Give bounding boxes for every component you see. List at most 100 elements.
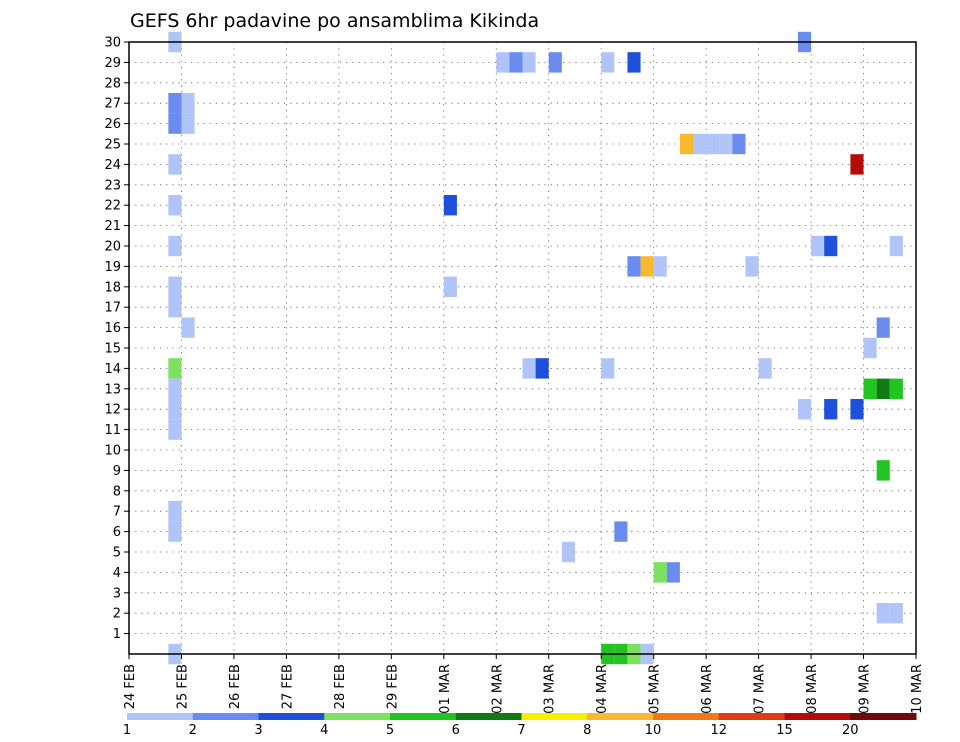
precip-cell	[535, 358, 549, 379]
x-tick-label: 05 MAR	[648, 664, 663, 714]
precip-cell	[627, 256, 641, 277]
y-tick-label: 19	[104, 260, 121, 275]
x-tick-label: 10 MAR	[910, 664, 925, 714]
y-tick-label: 20	[104, 240, 121, 255]
x-tick-label: 03 MAR	[543, 664, 558, 714]
precip-cell	[168, 276, 182, 297]
precip-cell	[876, 317, 890, 338]
colorbar-swatch	[390, 713, 457, 720]
y-tick-label: 7	[113, 505, 121, 520]
y-tick-label: 14	[104, 362, 121, 377]
precip-cell	[509, 52, 523, 73]
y-tick-label: 8	[113, 484, 121, 499]
x-tick-label: 27 FEB	[280, 664, 295, 709]
colorbar-swatch	[258, 713, 325, 720]
y-tick-label: 25	[104, 138, 121, 153]
precip-cell	[168, 93, 182, 114]
colorbar-label: 7	[517, 723, 525, 738]
x-tick-label: 24 FEB	[123, 664, 138, 709]
y-tick-label: 16	[104, 321, 121, 336]
colorbar-label: 5	[386, 723, 394, 738]
colorbar-swatch	[718, 713, 785, 720]
y-tick-label: 15	[104, 342, 121, 357]
precip-cell	[824, 235, 838, 257]
precip-cell	[653, 256, 667, 277]
y-tick-label: 28	[104, 76, 121, 91]
colorbar-label: 6	[452, 723, 460, 738]
precip-cell	[666, 562, 680, 583]
colorbar-swatch	[587, 713, 654, 720]
precip-cell	[758, 358, 772, 379]
precip-cell	[653, 562, 667, 583]
precip-cell	[889, 235, 903, 257]
y-tick-label: 21	[104, 219, 121, 234]
precip-cell	[850, 154, 864, 175]
x-tick-label: 02 MAR	[490, 664, 505, 714]
precip-cell	[561, 541, 575, 563]
precip-cell	[811, 235, 825, 257]
precip-cell	[706, 133, 720, 155]
y-tick-label: 17	[104, 301, 121, 316]
colorbar-swatch	[192, 713, 259, 720]
y-tick-label: 18	[104, 280, 121, 295]
x-tick-label: 25 FEB	[175, 664, 190, 709]
chart-grid	[129, 41, 916, 654]
colorbar-label: 20	[842, 723, 859, 738]
precip-cell	[168, 113, 182, 134]
y-tick-label: 11	[104, 423, 121, 438]
y-tick-label: 24	[104, 158, 121, 173]
colorbar-label: 1	[123, 723, 131, 738]
precip-cell	[863, 337, 877, 359]
y-tick-label: 29	[104, 56, 121, 71]
precip-cell	[824, 399, 838, 420]
precip-cell	[889, 603, 903, 624]
precip-cell	[181, 113, 195, 134]
colorbar-label: 8	[583, 723, 591, 738]
y-tick-label: 6	[113, 525, 121, 540]
precip-cell	[693, 133, 707, 155]
precip-cell	[443, 276, 457, 297]
precip-cell	[889, 378, 903, 399]
precip-cell	[745, 256, 759, 277]
precip-cell	[168, 521, 182, 542]
y-tick-label: 3	[113, 586, 121, 601]
x-tick-label: 04 MAR	[595, 664, 610, 714]
precip-cell	[522, 52, 536, 73]
chart-cells	[168, 31, 903, 665]
precip-cell	[797, 399, 812, 420]
x-tick-label: 29 FEB	[385, 664, 400, 709]
colorbar-swatch	[653, 713, 720, 720]
precip-cell	[168, 419, 182, 440]
precip-cell	[168, 195, 182, 216]
precip-cell	[168, 358, 182, 379]
y-axis: 1234567891011121314151617181920212223242…	[104, 36, 129, 642]
precip-cell	[168, 154, 182, 175]
colorbar-label: 15	[776, 723, 793, 738]
y-tick-label: 23	[104, 178, 121, 193]
precip-cell	[601, 358, 615, 379]
y-tick-label: 9	[113, 464, 121, 479]
precip-cell	[168, 235, 182, 257]
precip-cell	[168, 378, 182, 399]
colorbar-label: 2	[189, 723, 197, 738]
colorbar-swatch	[127, 713, 194, 720]
x-tick-label: 26 FEB	[228, 664, 243, 709]
chart-title: GEFS 6hr padavine po ansamblima Kikinda	[130, 10, 539, 32]
y-tick-label: 27	[104, 97, 121, 112]
colorbar-label: 4	[320, 723, 328, 738]
y-tick-label: 12	[104, 403, 121, 418]
y-tick-label: 1	[113, 627, 121, 642]
x-tick-label: 09 MAR	[858, 664, 873, 714]
y-tick-label: 4	[113, 566, 121, 581]
precip-cell	[876, 460, 890, 481]
colorbar-label: 12	[710, 723, 727, 738]
precip-cell	[850, 399, 864, 420]
precip-cell	[168, 297, 182, 318]
x-axis: 24 FEB 25 FEB 26 FEB 27 FEB 28 FEB 29 FEB 01 M…	[123, 654, 925, 714]
colorbar-swatch	[521, 713, 588, 720]
x-tick-label: 07 MAR	[753, 664, 768, 714]
precip-cell	[719, 133, 733, 155]
colorbar-swatch	[850, 713, 917, 720]
colorbar-label: 10	[645, 723, 662, 738]
